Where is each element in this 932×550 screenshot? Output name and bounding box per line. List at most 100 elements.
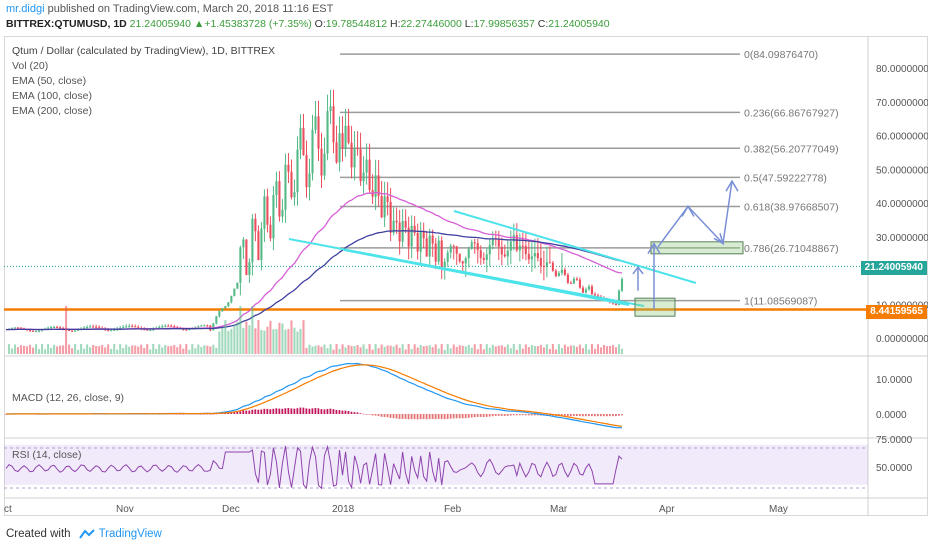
macd-histogram-bar [350,411,353,414]
volume-bar [611,345,615,354]
macd-histogram-bar [419,414,422,420]
volume-bar [305,347,308,354]
volume-bar [47,344,50,354]
rsi-label[interactable]: RSI (14, close) [12,449,82,461]
candle-body [86,327,89,329]
legend-item-ema50[interactable]: EMA (50, close) [12,75,87,87]
macd-histogram-bar [179,413,182,415]
candle-body [440,240,443,268]
legend-item-vol[interactable]: Vol (20) [12,60,49,72]
candle-body [158,327,161,329]
candle-body [563,269,566,275]
chart-canvas[interactable]: 80.00000000 70.00000000 60.00000000 50.0000… [4,36,928,516]
chart-frame [4,36,928,516]
rsi-line [5,444,623,490]
time-axis-label: Apr [659,504,675,515]
macd-histogram-bar [260,409,263,414]
macd-histogram-bar [197,413,200,415]
open-value: 19.78544812 [325,18,388,30]
macd-histogram-bar [533,414,536,416]
volume-bar [599,347,603,354]
macd-histogram-bar [572,414,575,417]
macd-histogram-bar [212,413,215,415]
candle-body [239,247,242,283]
macd-histogram-bar [536,414,539,416]
fib-level-label: 0(84.09876470) [744,49,818,61]
candle-body [98,327,101,329]
macd-histogram-bar [608,414,611,417]
volume-bar [554,349,557,354]
candle-body [617,290,621,305]
volume-bar [98,346,101,354]
candle-body [407,227,410,247]
macd-histogram-bar [482,414,485,418]
volume-bar [485,344,488,354]
volume-bar [221,327,224,354]
candle-body [557,272,560,277]
macd-histogram-bar [431,414,434,419]
candle-body [446,252,449,262]
macd-histogram-bar [599,414,602,417]
volume-bar [344,347,347,354]
volume-bar [13,344,17,354]
volume-bar [329,344,332,354]
volume-bar [119,344,122,354]
candle-body [536,253,539,258]
volume-bar [602,344,606,354]
macd-histogram-bar [347,410,350,414]
candle-body [527,253,530,260]
candle-body [467,248,470,259]
legend-item-ema100[interactable]: EMA (100, close) [12,90,92,102]
candle-body [380,195,383,218]
resistance-trendline [288,238,645,307]
volume-bar [527,347,530,354]
volume-bar [431,347,434,354]
price-tick-label: 60.00000000 [876,132,928,143]
projection-arrow [681,204,695,217]
volume-bar [35,344,38,354]
volume-bar [407,344,410,354]
legend-item-ema200[interactable]: EMA (200, close) [12,105,92,117]
macd-histogram-bar [497,414,500,416]
projection-arrow [725,179,739,192]
candle-body [272,195,275,239]
volume-bar [386,345,389,354]
volume-bar [170,345,173,354]
volume-bar [365,348,368,354]
volume-bar [458,345,461,354]
candle-body [31,330,35,332]
volume-bar [515,349,518,354]
author-link[interactable]: mr.didgi [6,3,45,15]
candle-body [458,253,461,262]
candle-body [233,288,236,296]
price-tick-label: 0.00000000 [876,334,928,345]
macd-histogram-bar [386,414,389,418]
macd-histogram-bar [410,414,413,420]
volume-bar [416,347,419,354]
macd-histogram-bar [359,413,362,414]
macd-histogram-bar [494,414,497,416]
macd-histogram-bar [224,413,227,414]
rsi-tick-label: 50.0000 [876,463,913,474]
volume-bar [545,344,548,354]
macd-histogram-bar [275,408,278,414]
volume-bar [434,344,437,354]
tradingview-brand-link[interactable]: TradingView [98,528,162,540]
candle-body [218,311,221,317]
macd-label[interactable]: MACD (12, 26, close, 9) [12,392,125,404]
price-tick-label: 30.00000000 [876,233,928,244]
macd-histogram-bar [470,414,473,418]
volume-bar [19,345,23,354]
macd-histogram-bar [566,414,569,417]
candle-body [296,149,299,193]
macd-histogram-bar [581,414,584,417]
candle-body [50,327,53,329]
publish-text: published on TradingView.com, March 20, … [47,3,334,15]
macd-histogram-bar [311,408,314,414]
volume-bar [284,329,287,354]
candle-body [113,329,116,331]
volume-bar [401,344,404,354]
candle-body [170,325,173,327]
macd-histogram-bar [548,414,551,416]
volume-bar [215,347,218,354]
